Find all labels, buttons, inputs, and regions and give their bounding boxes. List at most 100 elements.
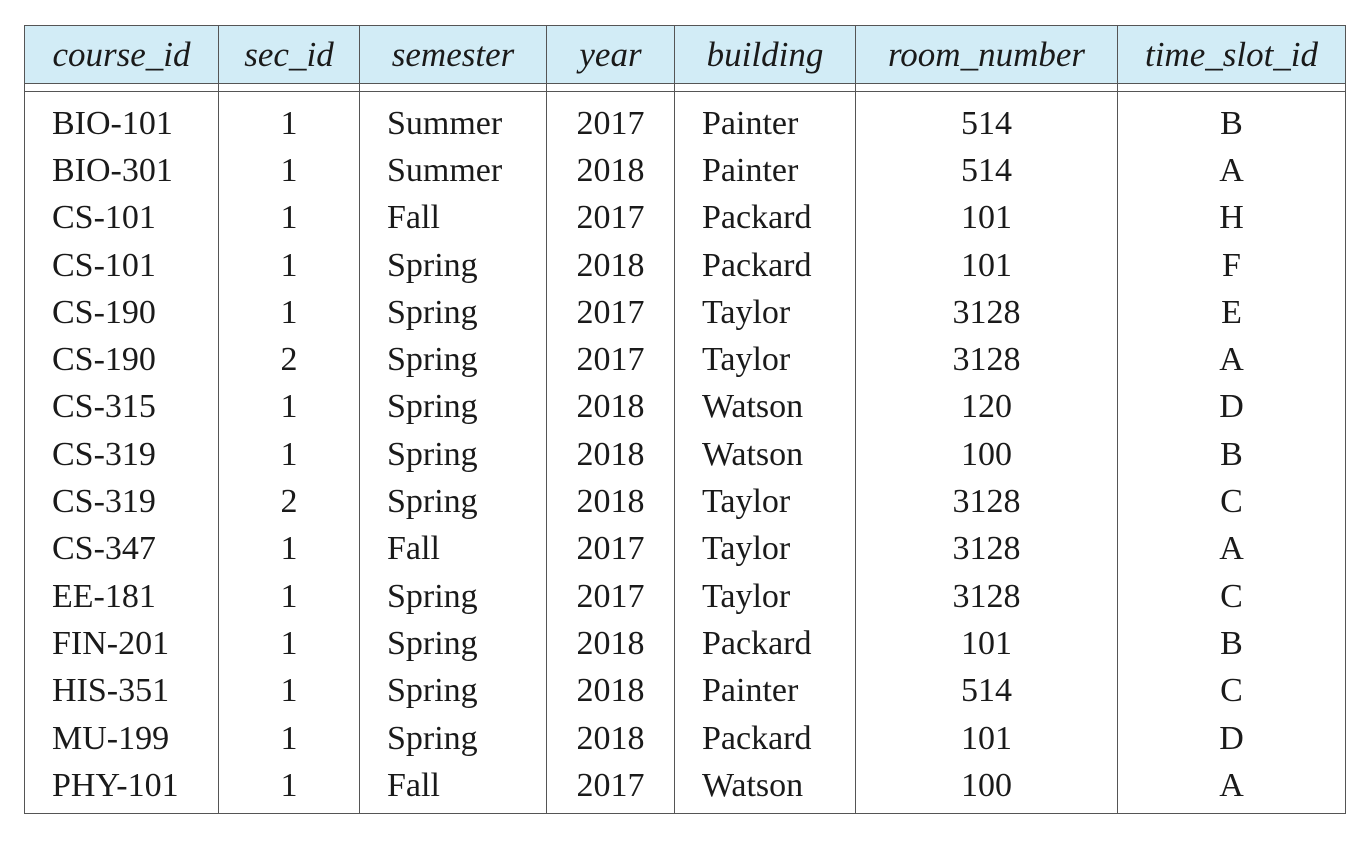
column-header-room-number: room_number [855,25,1118,84]
building-cell: Watson [674,762,856,815]
course-id-cell: BIO-101 [24,91,219,148]
sec-id-cell: 1 [218,762,360,815]
semester-cell: Summer [359,147,547,195]
table-row: BIO-101 1 Summer 2017 Painter 514 B [24,91,1346,148]
building-cell: Taylor [674,572,856,621]
building-cell: Taylor [674,525,856,573]
building-cell: Packard [674,620,856,668]
table-row: CS-190 2 Spring 2017 Taylor 3128 A [24,336,1346,384]
semester-cell: Spring [359,572,547,621]
year-cell: 2018 [546,620,675,668]
course-id-cell: CS-101 [24,194,219,242]
time-slot-id-cell: H [1117,194,1346,242]
course-id-cell: FIN-201 [24,620,219,668]
table-row: MU-199 1 Spring 2018 Packard 101 D [24,714,1346,763]
course-id-cell: CS-190 [24,289,219,337]
course-id-cell: BIO-301 [24,147,219,195]
year-cell: 2018 [546,241,675,290]
section-table: course_id sec_id semester year building … [24,25,1346,815]
time-slot-id-cell: B [1117,620,1346,668]
year-cell: 2017 [546,572,675,621]
room-number-cell: 101 [855,194,1118,242]
year-cell: 2017 [546,289,675,337]
room-number-cell: 3128 [855,336,1118,384]
column-header-sec-id: sec_id [218,25,360,84]
sec-id-cell: 1 [218,383,360,432]
time-slot-id-cell: E [1117,289,1346,337]
year-cell: 2018 [546,383,675,432]
column-header-course-id: course_id [24,25,219,84]
year-cell: 2018 [546,147,675,195]
table-row: CS-319 1 Spring 2018 Watson 100 B [24,431,1346,479]
semester-cell: Spring [359,431,547,479]
semester-cell: Fall [359,194,547,242]
table-row: FIN-201 1 Spring 2018 Packard 101 B [24,620,1346,668]
room-number-cell: 100 [855,762,1118,815]
column-header-semester: semester [359,25,547,84]
table-row: CS-101 1 Spring 2018 Packard 101 F [24,241,1346,290]
building-cell: Painter [674,147,856,195]
time-slot-id-cell: D [1117,714,1346,763]
building-cell: Packard [674,714,856,763]
room-number-cell: 3128 [855,525,1118,573]
column-header-year: year [546,25,675,84]
year-cell: 2017 [546,525,675,573]
semester-cell: Spring [359,289,547,337]
building-cell: Painter [674,91,856,148]
time-slot-id-cell: B [1117,431,1346,479]
time-slot-id-cell: D [1117,383,1346,432]
semester-cell: Spring [359,336,547,384]
room-number-cell: 101 [855,241,1118,290]
semester-cell: Spring [359,620,547,668]
sec-id-cell: 1 [218,572,360,621]
building-cell: Packard [674,194,856,242]
header-separator [24,83,1346,92]
course-id-cell: CS-319 [24,431,219,479]
table-row: HIS-351 1 Spring 2018 Painter 514 C [24,667,1346,715]
sec-id-cell: 2 [218,336,360,384]
room-number-cell: 101 [855,620,1118,668]
sec-id-cell: 1 [218,147,360,195]
room-number-cell: 100 [855,431,1118,479]
semester-cell: Spring [359,478,547,526]
time-slot-id-cell: A [1117,336,1346,384]
course-id-cell: CS-101 [24,241,219,290]
room-number-cell: 514 [855,91,1118,148]
year-cell: 2017 [546,91,675,148]
course-id-cell: CS-347 [24,525,219,573]
column-header-building: building [674,25,856,84]
column-header-time-slot-id: time_slot_id [1117,25,1346,84]
building-cell: Packard [674,241,856,290]
semester-cell: Spring [359,383,547,432]
table-row: BIO-301 1 Summer 2018 Painter 514 A [24,147,1346,195]
room-number-cell: 3128 [855,478,1118,526]
table-row: CS-190 1 Spring 2017 Taylor 3128 E [24,289,1346,337]
course-id-cell: CS-190 [24,336,219,384]
building-cell: Watson [674,431,856,479]
time-slot-id-cell: A [1117,762,1346,815]
semester-cell: Spring [359,241,547,290]
year-cell: 2018 [546,478,675,526]
building-cell: Taylor [674,336,856,384]
table-header: course_id sec_id semester year building … [24,25,1346,84]
building-cell: Taylor [674,478,856,526]
time-slot-id-cell: C [1117,478,1346,526]
time-slot-id-cell: B [1117,91,1346,148]
sec-id-cell: 1 [218,241,360,290]
semester-cell: Fall [359,762,547,815]
course-id-cell: EE-181 [24,572,219,621]
table-row: EE-181 1 Spring 2017 Taylor 3128 C [24,572,1346,621]
year-cell: 2017 [546,762,675,815]
time-slot-id-cell: C [1117,667,1346,715]
course-id-cell: HIS-351 [24,667,219,715]
sec-id-cell: 1 [218,525,360,573]
course-id-cell: CS-319 [24,478,219,526]
sec-id-cell: 1 [218,620,360,668]
semester-cell: Fall [359,525,547,573]
room-number-cell: 514 [855,147,1118,195]
building-cell: Taylor [674,289,856,337]
time-slot-id-cell: C [1117,572,1346,621]
year-cell: 2018 [546,714,675,763]
time-slot-id-cell: A [1117,147,1346,195]
sec-id-cell: 1 [218,667,360,715]
